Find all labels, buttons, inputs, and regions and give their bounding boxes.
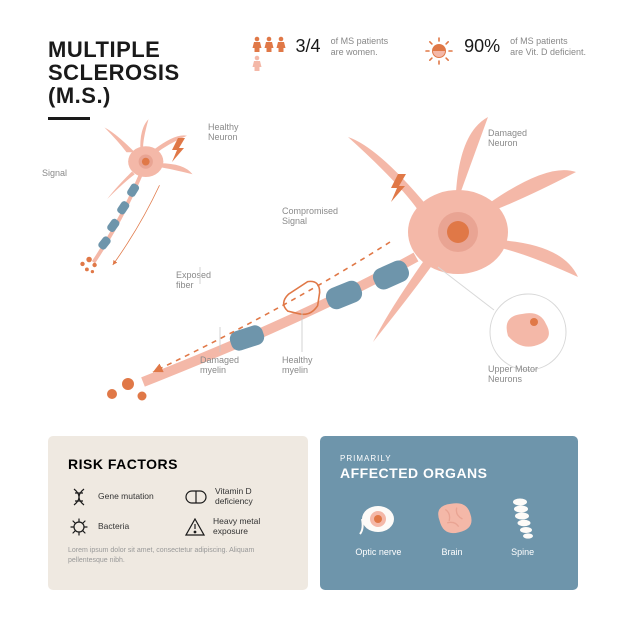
healthy-neuron	[80, 119, 192, 273]
women-icon	[252, 36, 286, 71]
organ-optic: Optic nerve	[355, 499, 401, 557]
risk-title: RISK FACTORS	[68, 456, 288, 472]
neuron-diagram: HealthyNeuron DamagedNeuron Signal Compr…	[48, 112, 578, 397]
lbl-upper-motor: Upper MotorNeurons	[488, 364, 538, 384]
lbl-comp-signal: CompromisedSignal	[282, 206, 338, 226]
header: MULTIPLE SCLEROSIS (M.S.)	[48, 38, 180, 120]
risk-metal: Heavy metal exposure	[185, 516, 288, 538]
damaged-neuron	[105, 117, 578, 402]
stat-vitd-l1: of MS patients	[510, 36, 586, 47]
lbl-signal: Signal	[42, 168, 67, 178]
lbl-dmg-myelin: Damagedmyelin	[200, 355, 239, 375]
spine-icon	[503, 499, 543, 539]
pill-icon	[185, 486, 207, 508]
risk-panel: RISK FACTORS Gene mutation Vitamin D def…	[48, 436, 308, 590]
organ-brain: Brain	[432, 499, 472, 557]
organs-title: AFFECTED ORGANS	[340, 465, 558, 481]
warning-icon	[185, 516, 205, 538]
eye-icon	[358, 499, 398, 539]
risk-grid: Gene mutation Vitamin D deficiency Bacte…	[68, 486, 288, 538]
dna-icon	[68, 486, 90, 508]
lbl-exposed: Exposedfiber	[176, 270, 211, 290]
organs-sub: PRIMARILY	[340, 454, 558, 463]
risk-gene: Gene mutation	[68, 486, 171, 508]
risk-bacteria: Bacteria	[68, 516, 171, 538]
stats-row: 3/4 of MS patients are women. 90% of MS …	[252, 36, 586, 71]
lbl-damaged: DamagedNeuron	[488, 128, 527, 148]
stat-women-l1: of MS patients	[331, 36, 389, 47]
lbl-hl-myelin: Healthymyelin	[282, 355, 313, 375]
bacteria-icon	[68, 516, 90, 538]
stat-women-l2: are women.	[331, 47, 389, 58]
stat-women-value: 3/4	[296, 36, 321, 57]
risk-lorem: Lorem ipsum dolor sit amet, consectetur …	[68, 546, 288, 566]
title-line2: SCLEROSIS	[48, 61, 180, 84]
stat-vitd-l2: are Vit. D deficient.	[510, 47, 586, 58]
risk-vitd: Vitamin D deficiency	[185, 486, 288, 508]
brain-icon	[432, 499, 472, 539]
title-line1: MULTIPLE	[48, 38, 180, 61]
sun-icon	[424, 36, 454, 66]
stat-vitd-value: 90%	[464, 36, 500, 57]
stat-women: 3/4 of MS patients are women.	[252, 36, 389, 71]
organ-spine: Spine	[503, 499, 543, 557]
lbl-healthy: HealthyNeuron	[208, 122, 239, 142]
stat-vitd: 90% of MS patients are Vit. D deficient.	[424, 36, 586, 71]
title-line3: (M.S.)	[48, 84, 180, 107]
organs-panel: PRIMARILY AFFECTED ORGANS Optic nerve Br…	[320, 436, 578, 590]
